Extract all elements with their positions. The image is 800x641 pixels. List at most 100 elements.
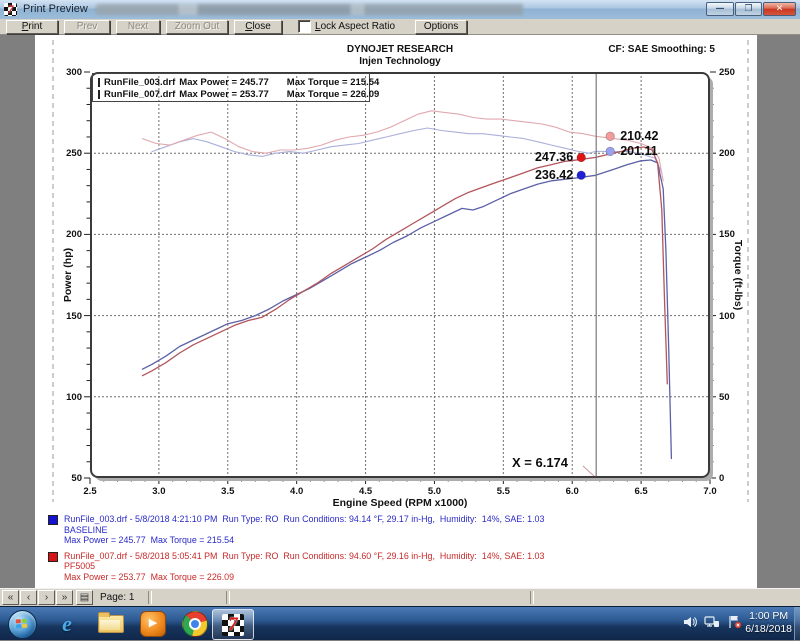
- tick-label: 7.0: [703, 486, 717, 497]
- run-entry: RunFile_003.drf - 5/8/2018 4:21:10 PM Ru…: [48, 514, 748, 546]
- tick-label: 4.5: [358, 486, 373, 497]
- report-page: DYNOJET RESEARCH Injen Technology CF: SA…: [35, 35, 757, 588]
- statusbar-divider: [148, 591, 152, 604]
- run-entry: RunFile_007.drf - 5/8/2018 5:05:41 PM Ru…: [48, 551, 748, 583]
- tick-label: 2.5: [83, 486, 97, 497]
- action-center-flag-icon[interactable]: [727, 615, 742, 629]
- tick-label: 250: [66, 148, 82, 160]
- print-button[interactable]: Print: [6, 19, 58, 34]
- run-swatch: [48, 551, 58, 562]
- cursor-value-label: 236.42: [534, 167, 574, 182]
- page-indicator: Page: 1: [100, 592, 135, 603]
- statusbar-divider: [226, 591, 230, 604]
- previous-page-button[interactable]: ‹: [20, 590, 37, 605]
- window-titlebar: 7 Print Preview — ❐ ✕: [0, 0, 800, 20]
- y-axis-label-left: Power (hp): [62, 247, 74, 303]
- run-text: RunFile_003.drf - 5/8/2018 4:21:10 PM Ru…: [64, 514, 545, 545]
- statusbar-divider: [530, 591, 534, 604]
- tick-label: 5.0: [427, 486, 442, 497]
- close-icon: ✕: [775, 4, 784, 14]
- correction-factor: CF: SAE Smoothing: 5: [608, 44, 715, 55]
- clock-date: 6/18/2018: [745, 623, 792, 635]
- dynojet-app-taskbar-button[interactable]: 7: [212, 609, 254, 640]
- tick-label: 0: [719, 473, 725, 484]
- clock-time: 1:00 PM: [749, 610, 789, 622]
- tick-label: 150: [66, 310, 82, 322]
- next-page-icon: ›: [44, 592, 49, 603]
- tick-label: 200: [66, 229, 82, 241]
- preview-area: DYNOJET RESEARCH Injen Technology CF: SA…: [0, 35, 800, 588]
- report-company: DYNOJET RESEARCH: [346, 44, 454, 55]
- legend-row: RunFile_003.drf Max Power = 245.77 Max Tor…: [98, 76, 379, 88]
- app-icon: 7: [4, 3, 17, 16]
- legend-swatch: [98, 89, 100, 99]
- tick-label: 3.0: [152, 486, 166, 497]
- chrome-icon: [182, 611, 208, 637]
- tick-label: 150: [719, 229, 735, 241]
- dyno-chart-svg: [52, 40, 749, 502]
- tick-label: 4.0: [290, 486, 304, 497]
- legend-row: RunFile_007.drf Max Power = 253.77 Max Tor…: [98, 88, 379, 100]
- next-page-button[interactable]: Next: [116, 19, 160, 34]
- network-icon[interactable]: [704, 615, 720, 629]
- taskbar-clock[interactable]: 1:00 PM 6/18/2018: [745, 610, 792, 636]
- minimize-button[interactable]: —: [706, 2, 734, 16]
- close-preview-button[interactable]: Close: [234, 19, 282, 34]
- footer-run-details: RunFile_003.drf - 5/8/2018 4:21:10 PM Ru…: [48, 514, 748, 587]
- page-setup-button[interactable]: ▤: [76, 590, 93, 605]
- cursor-value-label: 247.36: [534, 149, 574, 164]
- tick-label: 200: [719, 148, 735, 160]
- tick-label: 100: [719, 310, 735, 322]
- legend-box: RunFile_003.drf Max Power = 245.77 Max Tor…: [92, 73, 379, 102]
- next-page-nav-button[interactable]: ›: [38, 590, 55, 605]
- taskbar: e ▶ 7 1:00 PM 6/18/2018: [0, 606, 800, 641]
- x-axis-label: Engine Speed (RPM x1000): [332, 497, 468, 509]
- internet-explorer-icon: e: [62, 611, 72, 636]
- options-button[interactable]: Options: [415, 19, 468, 34]
- zoom-out-button[interactable]: Zoom Out: [166, 19, 228, 34]
- cursor-value-label: 210.42: [620, 128, 659, 143]
- media-player-taskbar-button[interactable]: ▶: [134, 611, 172, 637]
- tick-label: 50: [71, 473, 82, 484]
- close-window-button[interactable]: ✕: [763, 2, 796, 16]
- y-axis-label-right: Torque (ft-lbs): [732, 239, 744, 311]
- tick-label: 300: [66, 67, 82, 78]
- last-page-button[interactable]: »: [56, 590, 73, 605]
- cursor-x-readout: X = 6.174: [512, 455, 569, 470]
- lock-aspect-ratio-label: Lock Aspect Ratio: [315, 21, 396, 32]
- tick-label: 6.0: [565, 486, 579, 497]
- restore-button[interactable]: ❐: [735, 2, 762, 16]
- legend-swatch: [98, 77, 100, 87]
- page-setup-icon: ▤: [79, 592, 90, 603]
- tick-label: 5.5: [496, 486, 510, 497]
- media-player-icon: ▶: [140, 611, 166, 637]
- restore-icon: ❐: [744, 4, 753, 14]
- lock-aspect-ratio-checkbox[interactable]: [298, 20, 311, 33]
- minimize-icon: —: [715, 4, 725, 14]
- run-text: RunFile_007.drf - 5/8/2018 5:05:41 PM Ru…: [64, 550, 545, 582]
- first-page-icon: «: [7, 592, 14, 603]
- run-swatch: [48, 515, 58, 525]
- first-page-button[interactable]: «: [2, 590, 19, 605]
- window-title: Print Preview: [23, 3, 88, 15]
- tick-label: 250: [719, 67, 735, 78]
- file-explorer-taskbar-button[interactable]: [92, 611, 130, 637]
- previous-page-icon: ‹: [26, 592, 31, 603]
- tick-label: 50: [719, 391, 730, 403]
- show-desktop-button[interactable]: [794, 607, 800, 641]
- windows-logo-icon: [15, 618, 29, 630]
- report-subtitle: Injen Technology: [359, 56, 441, 67]
- chrome-taskbar-button[interactable]: [176, 611, 214, 637]
- tick-label: 100: [66, 391, 82, 403]
- internet-explorer-taskbar-button[interactable]: e: [48, 611, 86, 637]
- plot-frame: [90, 72, 710, 478]
- folder-icon: [98, 612, 124, 633]
- status-bar: « ‹ › » ▤ Page: 1: [0, 588, 800, 607]
- system-tray: [683, 615, 742, 629]
- start-button[interactable]: [8, 610, 37, 639]
- volume-icon[interactable]: [683, 615, 697, 629]
- prev-page-button[interactable]: Prev: [64, 19, 110, 34]
- tick-label: 3.5: [221, 486, 235, 497]
- redacted-title-text: [95, 4, 560, 15]
- last-page-icon: »: [61, 592, 68, 603]
